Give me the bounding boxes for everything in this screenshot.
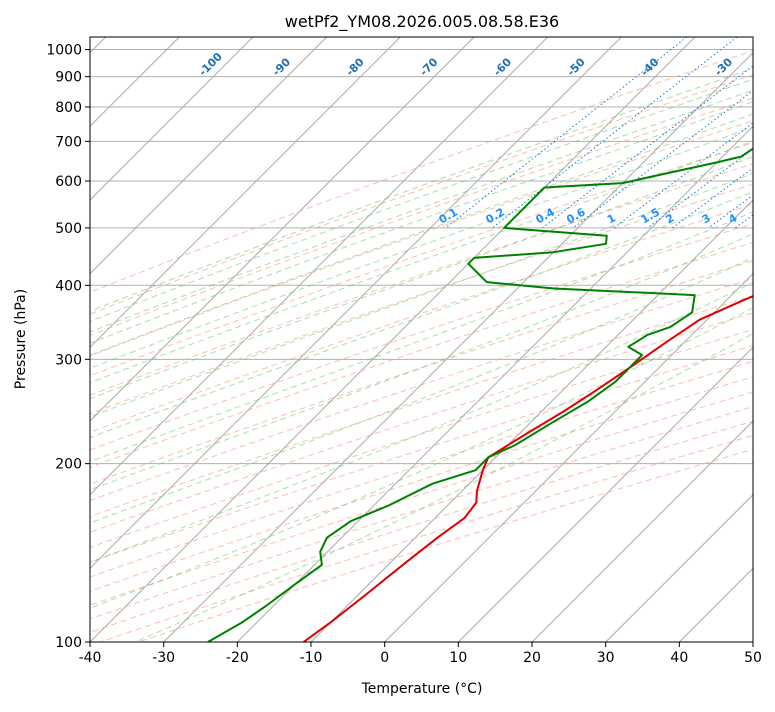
x-tick-label: -40 <box>79 650 102 666</box>
chart-title: wetPf2_YM08.2026.005.08.58.E36 <box>285 12 559 32</box>
x-tick-label: -20 <box>226 650 249 666</box>
y-tick-label: 100 <box>55 635 82 651</box>
y-tick-label: 600 <box>55 174 82 190</box>
y-tick-label: 200 <box>55 457 82 473</box>
y-tick-label: 1000 <box>46 43 82 59</box>
y-tick-label: 300 <box>55 352 82 368</box>
x-tick-label: 20 <box>523 650 541 666</box>
y-tick-label: 700 <box>55 134 82 150</box>
y-tick-label: 800 <box>55 100 82 116</box>
x-tick-label: 0 <box>380 650 389 666</box>
x-tick-label: 10 <box>449 650 467 666</box>
y-tick-label: 900 <box>55 70 82 86</box>
y-axis-label: Pressure (hPa) <box>13 289 29 389</box>
x-tick-label: -10 <box>300 650 323 666</box>
x-tick-label: 50 <box>744 650 762 666</box>
x-axis-label: Temperature (°C) <box>361 681 483 697</box>
y-tick-label: 500 <box>55 221 82 237</box>
x-tick-label: 40 <box>670 650 688 666</box>
y-tick-label: 400 <box>55 278 82 294</box>
x-tick-label: -30 <box>152 650 175 666</box>
x-tick-label: 30 <box>597 650 615 666</box>
